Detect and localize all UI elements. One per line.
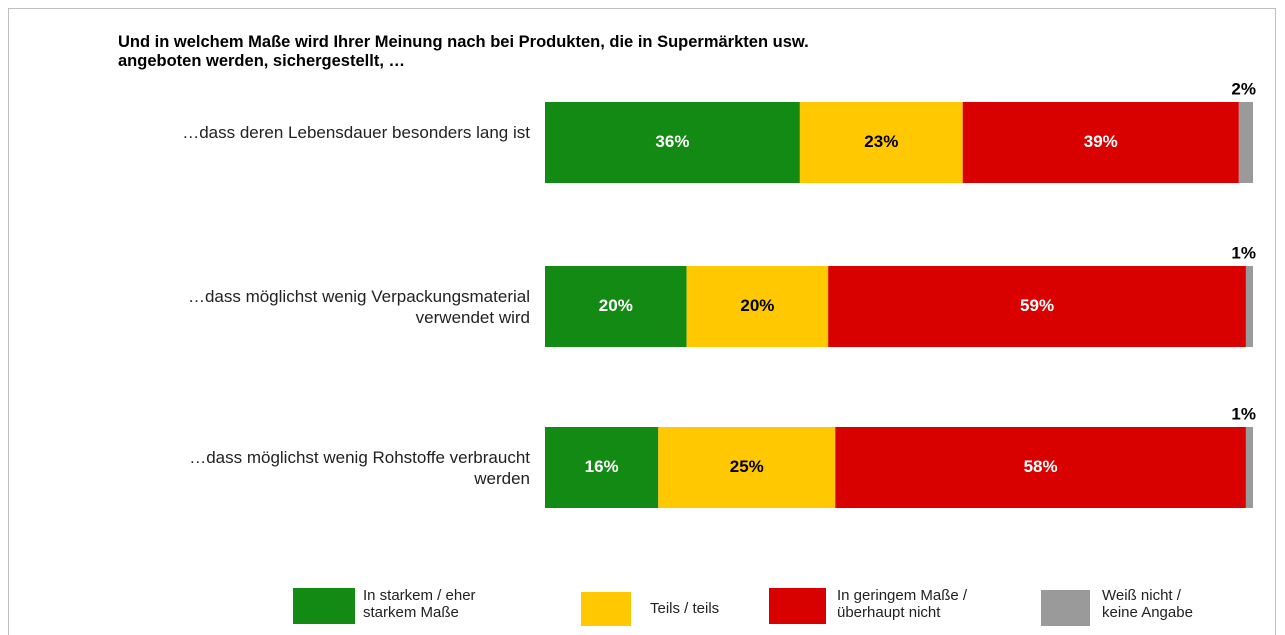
- legend-label: In geringem Maße / überhaupt nicht: [837, 587, 968, 621]
- value-label: 20%: [599, 296, 633, 315]
- value-label: 23%: [864, 132, 898, 151]
- bar-segment: [658, 427, 836, 508]
- bar-segment: [545, 266, 687, 347]
- legend-swatch: [769, 588, 826, 624]
- legend-label: In starkem / eher starkem Maße: [363, 587, 476, 621]
- value-label: 39%: [1084, 132, 1118, 151]
- category-label: …dass möglichst wenig Rohstoffe verbrauc…: [189, 448, 530, 488]
- value-label: 58%: [1024, 457, 1058, 476]
- value-label: 25%: [730, 457, 764, 476]
- value-label: 1%: [1231, 243, 1256, 262]
- bar-segment: [835, 427, 1246, 508]
- legend-swatch: [293, 588, 355, 624]
- legend-label: Teils / teils: [650, 600, 720, 617]
- bar-segment: [1238, 102, 1253, 183]
- value-label: 1%: [1231, 404, 1256, 423]
- bar-segment: [828, 266, 1246, 347]
- legend-label: Weiß nicht / keine Angabe: [1102, 587, 1193, 621]
- chart-title: Und in welchem Maße wird Ihrer Meinung n…: [118, 33, 809, 70]
- category-label: …dass möglichst wenig Verpackungsmateria…: [187, 287, 530, 327]
- bar-segment: [686, 266, 829, 347]
- legend-swatch: [1041, 590, 1090, 626]
- bar-segment: [545, 102, 800, 183]
- bar-segment: [1245, 427, 1253, 508]
- bar-segment: [545, 427, 659, 508]
- value-label: 59%: [1020, 296, 1054, 315]
- value-label: 16%: [585, 457, 619, 476]
- value-label: 36%: [655, 132, 689, 151]
- category-label: …dass deren Lebensdauer besonders lang i…: [182, 123, 530, 142]
- bar-segment: [962, 102, 1239, 183]
- bar-segment: [1245, 266, 1253, 347]
- frame: [8, 8, 1276, 635]
- legend-swatch: [581, 592, 631, 626]
- value-label: 20%: [740, 296, 774, 315]
- bar-segment: [799, 102, 963, 183]
- value-label: 2%: [1231, 79, 1256, 98]
